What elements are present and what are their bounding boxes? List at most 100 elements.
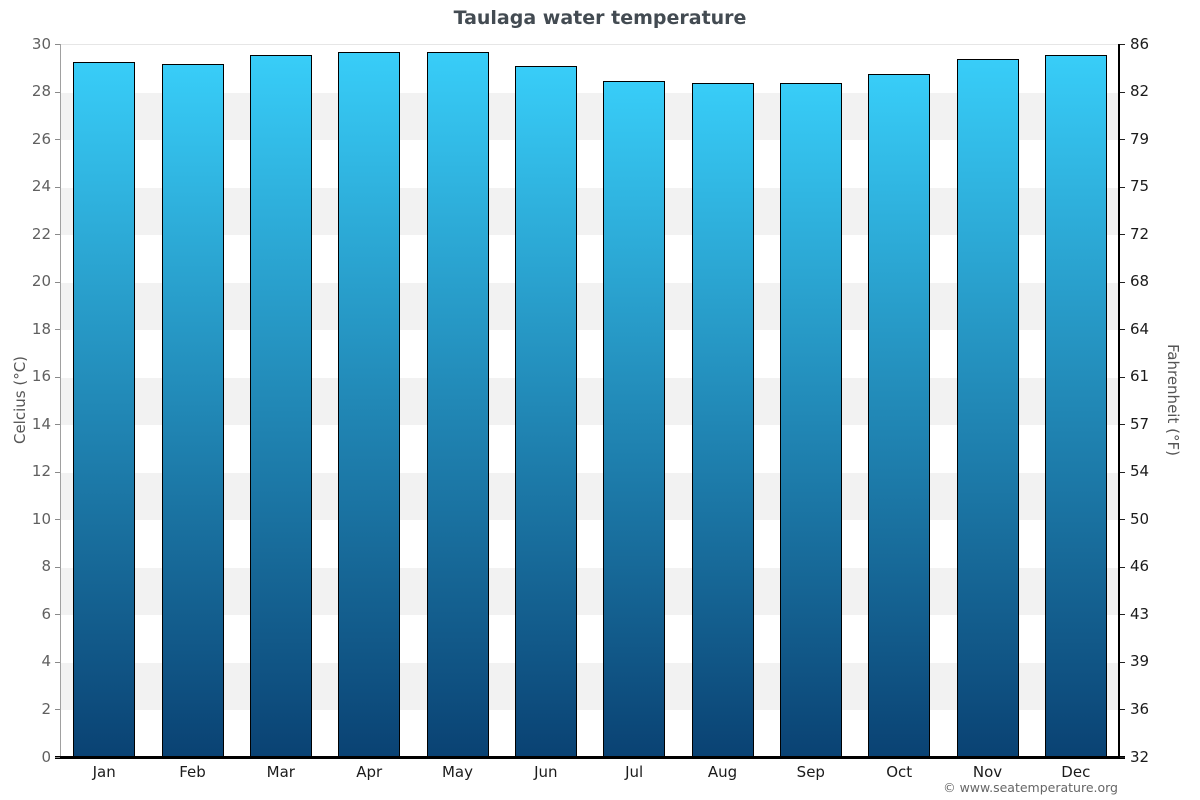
y-tick-left [55, 661, 60, 663]
y-tick-left [55, 91, 60, 93]
y-axis-title-celsius: Celcius (°C) [11, 355, 29, 445]
grid-band [60, 472, 1120, 521]
bar-oct[interactable] [868, 73, 931, 758]
y-tick-label-celsius: 6 [41, 604, 51, 623]
y-tick-label-fahrenheit: 32 [1130, 747, 1150, 766]
y-tick-left [55, 566, 60, 568]
y-tick-left [55, 471, 60, 473]
bar-sep[interactable] [779, 83, 842, 758]
y-tick-label-celsius: 8 [41, 557, 51, 576]
x-tick-label-may: May [441, 763, 473, 781]
y-tick-label-fahrenheit: 50 [1130, 509, 1150, 528]
y-axis-left-line [60, 44, 61, 757]
y-tick-right [1120, 91, 1125, 93]
y-tick-right [1120, 757, 1125, 758]
y-tick-right [1120, 329, 1125, 331]
y-tick-label-fahrenheit: 82 [1130, 82, 1150, 101]
y-tick-left [55, 519, 60, 521]
y-axis-right-line [1118, 44, 1120, 757]
y-tick-right [1120, 281, 1125, 283]
y-tick-right [1120, 471, 1125, 473]
bar-feb[interactable] [161, 64, 224, 758]
y-tick-label-celsius: 22 [31, 224, 51, 243]
y-tick-label-celsius: 18 [31, 319, 51, 338]
x-tick-label-dec: Dec [1061, 763, 1091, 781]
x-axis-line [55, 756, 1125, 759]
x-tick-label-jul: Jul [625, 763, 644, 781]
y-tick-left [55, 329, 60, 331]
y-tick-left [55, 376, 60, 378]
y-tick-right [1120, 661, 1125, 663]
x-tick-label-mar: Mar [266, 763, 295, 781]
bar-jan[interactable] [73, 61, 136, 758]
grid-band [60, 187, 1120, 236]
y-tick-label-celsius: 28 [31, 82, 51, 101]
y-tick-label-fahrenheit: 86 [1130, 34, 1150, 53]
y-tick-left [55, 281, 60, 283]
y-tick-label-celsius: 2 [41, 699, 51, 718]
y-tick-right [1120, 424, 1125, 426]
y-tick-label-celsius: 20 [31, 272, 51, 291]
bar-apr[interactable] [338, 52, 401, 758]
x-tick-label-oct: Oct [886, 763, 913, 781]
x-tick-label-jan: Jan [92, 763, 116, 781]
x-tick-label-aug: Aug [707, 763, 738, 781]
x-tick-label-apr: Apr [356, 763, 383, 781]
y-tick-label-celsius: 24 [31, 177, 51, 196]
y-tick-label-fahrenheit: 68 [1130, 272, 1150, 291]
grid-band [60, 282, 1120, 331]
y-tick-right [1120, 709, 1125, 711]
y-tick-label-fahrenheit: 64 [1130, 319, 1150, 338]
bar-nov[interactable] [956, 59, 1019, 758]
y-tick-right [1120, 186, 1125, 188]
grid-band [60, 662, 1120, 711]
y-tick-left [55, 424, 60, 426]
y-tick-label-fahrenheit: 79 [1130, 129, 1150, 148]
y-tick-label-fahrenheit: 43 [1130, 604, 1150, 623]
chart-title: Taulaga water temperature [453, 7, 747, 29]
y-tick-label-fahrenheit: 61 [1130, 367, 1150, 386]
y-tick-right [1120, 139, 1125, 141]
grid-band [60, 567, 1120, 616]
y-tick-label-celsius: 10 [31, 509, 51, 528]
y-tick-left [55, 234, 60, 236]
y-tick-label-fahrenheit: 46 [1130, 557, 1150, 576]
y-tick-right [1120, 234, 1125, 236]
y-tick-label-celsius: 14 [31, 414, 51, 433]
y-tick-label-celsius: 12 [31, 462, 51, 481]
bar-may[interactable] [426, 52, 489, 758]
y-tick-left [55, 757, 60, 758]
bar-aug[interactable] [691, 83, 754, 758]
y-tick-label-fahrenheit: 72 [1130, 224, 1150, 243]
y-tick-right [1120, 376, 1125, 378]
y-tick-right [1120, 519, 1125, 521]
bar-dec[interactable] [1044, 54, 1107, 758]
y-tick-label-fahrenheit: 54 [1130, 462, 1150, 481]
y-tick-right [1120, 614, 1125, 616]
y-tick-left [55, 44, 60, 45]
y-tick-label-celsius: 30 [31, 34, 51, 53]
y-tick-left [55, 709, 60, 711]
y-tick-left [55, 186, 60, 188]
bar-jun[interactable] [514, 66, 577, 758]
bar-jul[interactable] [603, 80, 666, 758]
x-tick-label-nov: Nov [972, 763, 1003, 781]
x-tick-label-sep: Sep [796, 763, 825, 781]
y-tick-label-celsius: 26 [31, 129, 51, 148]
y-tick-label-celsius: 16 [31, 367, 51, 386]
x-tick-label-feb: Feb [179, 763, 206, 781]
y-tick-label-fahrenheit: 75 [1130, 177, 1150, 196]
y-tick-label-fahrenheit: 39 [1130, 652, 1150, 671]
y-tick-label-fahrenheit: 36 [1130, 699, 1150, 718]
y-tick-label-celsius: 4 [41, 652, 51, 671]
y-tick-left [55, 614, 60, 616]
y-axis-title-fahrenheit: Fahrenheit (°F) [1164, 344, 1182, 456]
copyright-credit: © www.seatemperature.org [943, 780, 1118, 795]
grid-band [60, 92, 1120, 141]
bar-mar[interactable] [249, 54, 312, 758]
y-tick-label-fahrenheit: 57 [1130, 414, 1150, 433]
y-tick-label-celsius: 0 [41, 747, 51, 766]
plot-area [60, 44, 1120, 758]
y-tick-left [55, 139, 60, 141]
